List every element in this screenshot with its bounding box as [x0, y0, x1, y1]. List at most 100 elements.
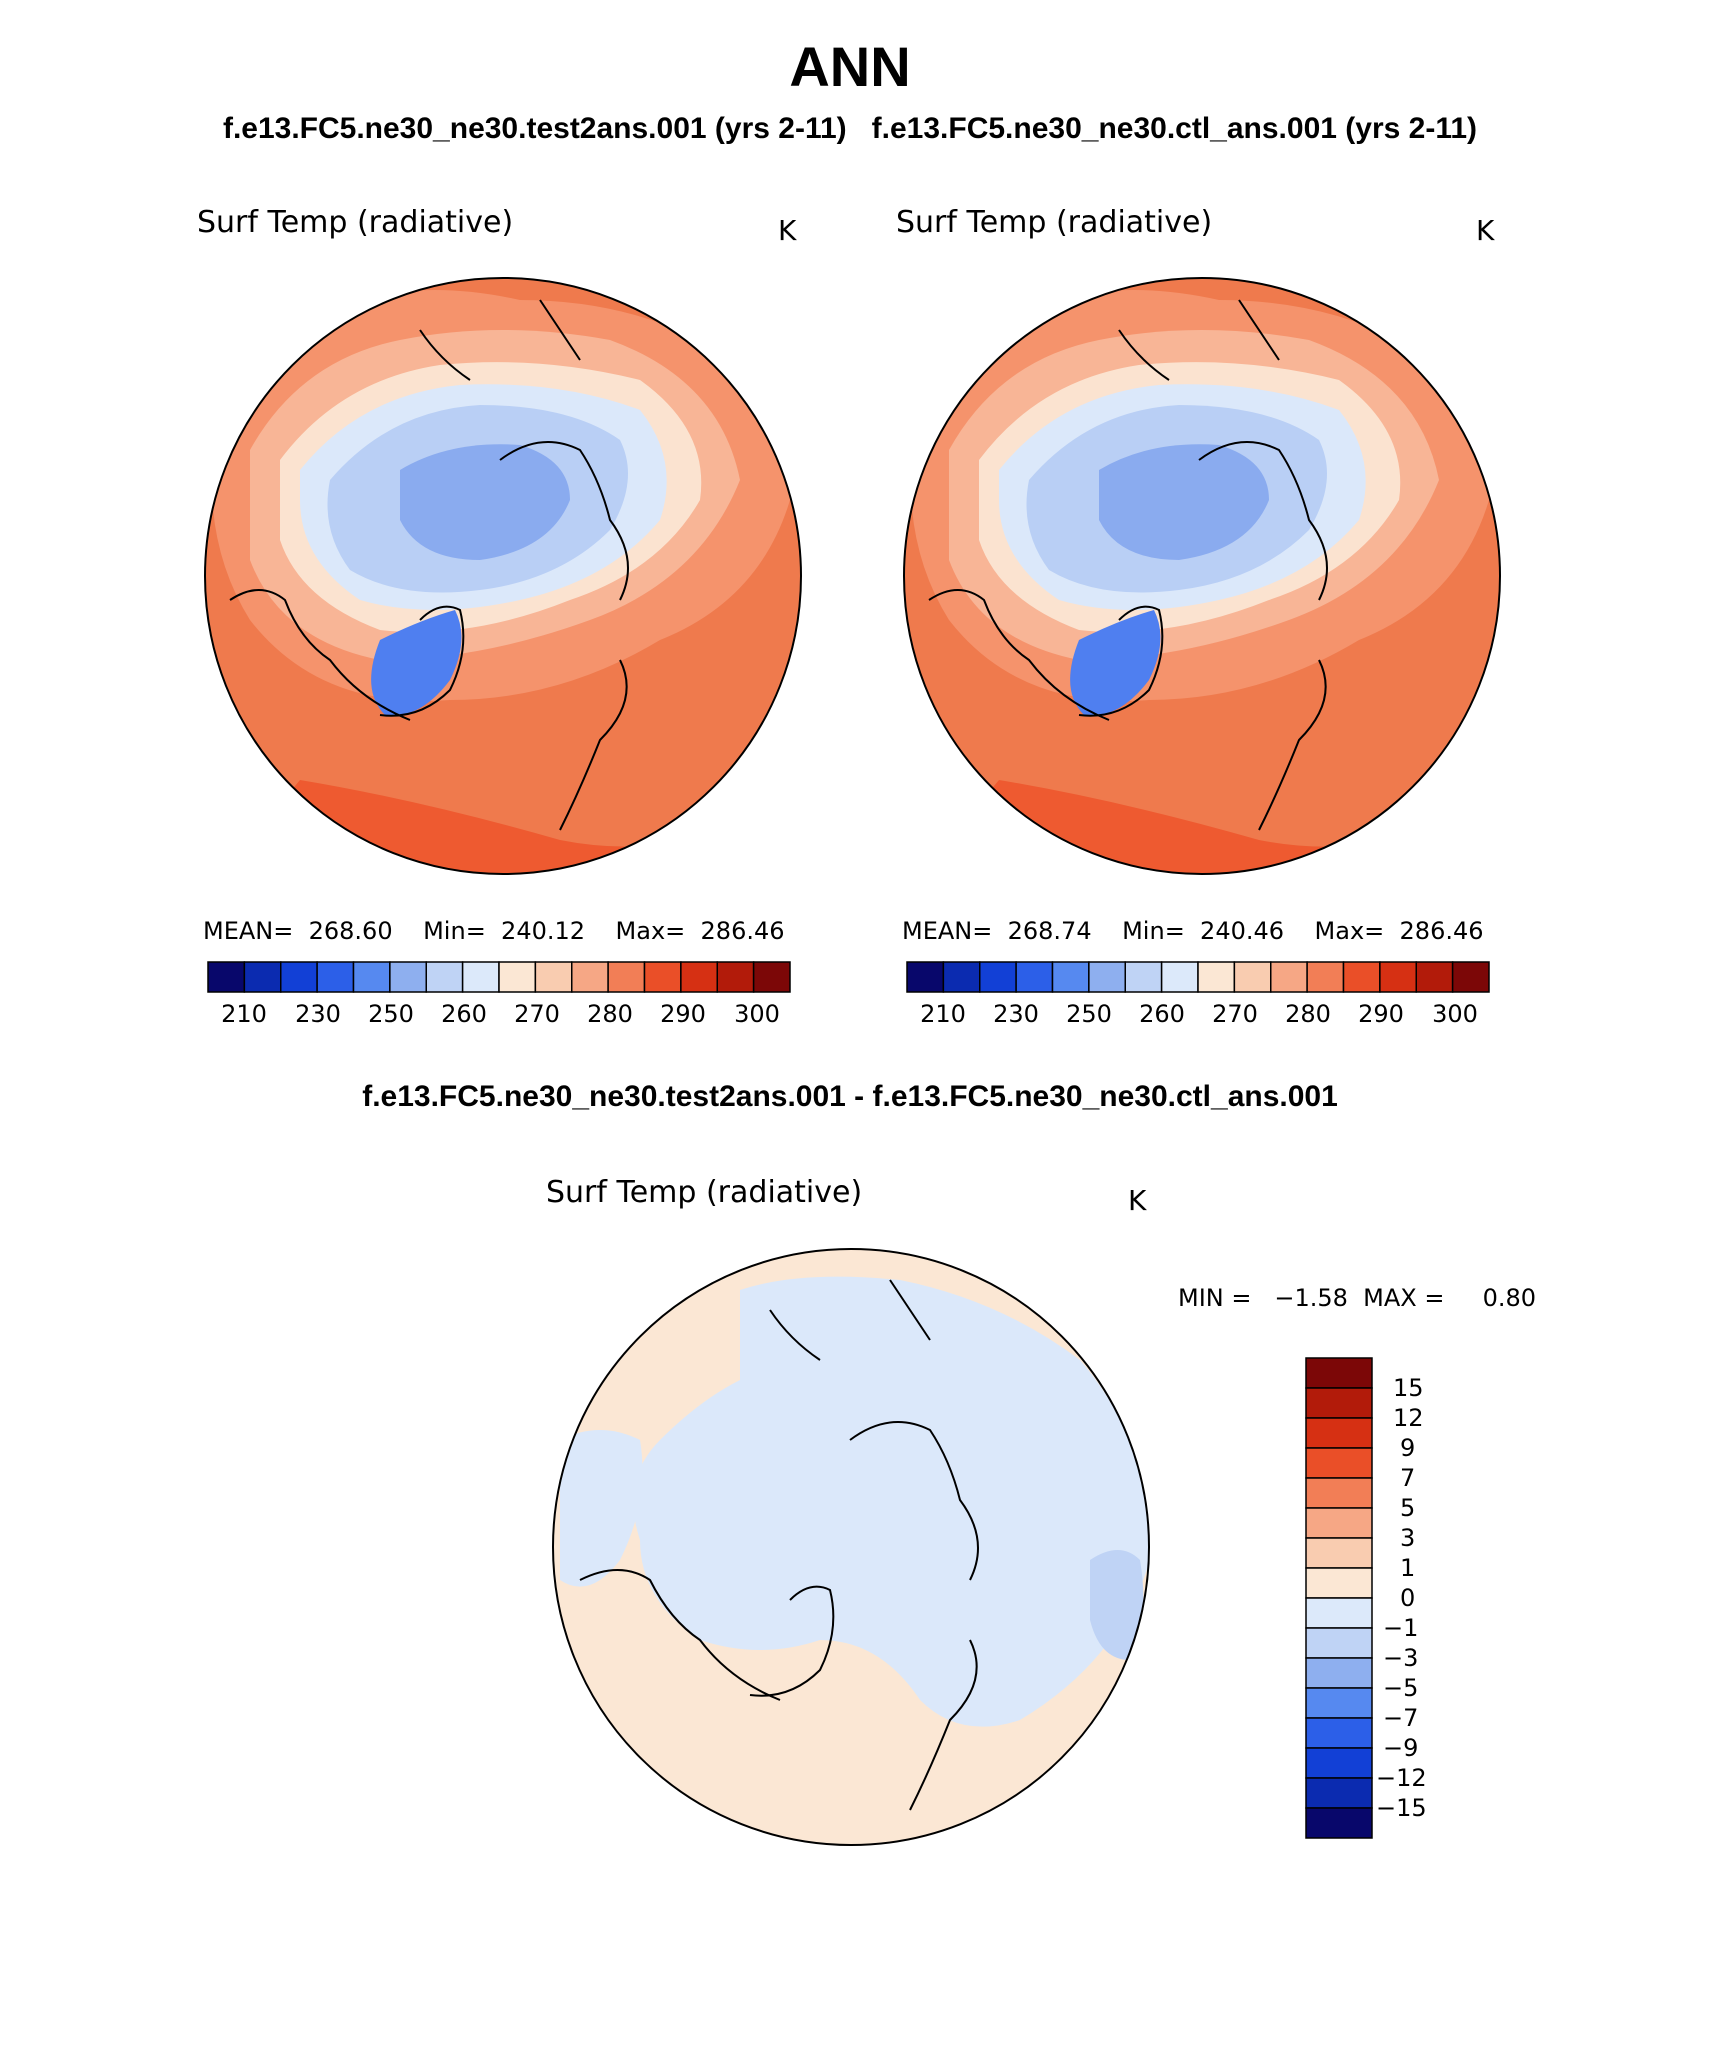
polar-map-difference	[553, 1249, 1149, 1845]
colorbar-panel1	[207, 961, 791, 993]
colorbar-swatch	[1305, 1417, 1373, 1449]
colorbar-swatch	[1015, 961, 1054, 993]
colorbar-swatch	[1379, 961, 1417, 993]
colorbar-swatch	[243, 961, 282, 993]
cb2-tick: 270	[1212, 1000, 1258, 1028]
diff-cb-tick: 1	[1400, 1554, 1416, 1582]
colorbar-swatch	[1305, 1507, 1373, 1539]
panel1-stats: MEAN= 268.60 Min= 240.12 Max= 286.46	[203, 917, 785, 945]
diff-cb-tick: −3	[1383, 1644, 1419, 1672]
diff-map-border	[552, 1248, 1150, 1846]
colorbar-swatch	[1233, 961, 1272, 993]
coastlines	[579, 1279, 979, 1811]
diff-cb-tick: −12	[1376, 1764, 1427, 1792]
colorbar-swatch	[942, 961, 981, 993]
diff-cb-tick: −9	[1383, 1734, 1419, 1762]
panel1-variable-label: Surf Temp (radiative)	[197, 205, 514, 240]
difference-title: f.e13.FC5.ne30_ne30.test2ans.001 - f.e13…	[362, 1080, 1338, 1113]
colorbar-swatch	[643, 961, 682, 993]
colorbar-swatch	[1270, 961, 1308, 993]
colorbar-swatch	[1124, 961, 1163, 993]
cb2-tick: 250	[1066, 1000, 1112, 1028]
colorbar-swatch	[716, 961, 755, 993]
diff-variable-label: Surf Temp (radiative)	[546, 1175, 863, 1210]
colorbar-swatch	[571, 961, 609, 993]
cb1-tick: 230	[295, 1000, 341, 1028]
colorbar-swatch	[1305, 1777, 1373, 1809]
diff-units-label: K	[1128, 1184, 1147, 1217]
panel1-units-label: K	[778, 214, 797, 247]
temp-band-cool-mid	[400, 444, 570, 560]
diff-cb-tick: 0	[1400, 1584, 1416, 1612]
colorbar-swatch	[1415, 961, 1454, 993]
diff-minmax: MIN = −1.58 MAX = 0.80	[1178, 1284, 1537, 1312]
temp-band-cool-mid	[1099, 444, 1269, 560]
colorbar-swatch	[1305, 1687, 1373, 1719]
colorbar-swatch	[425, 961, 464, 993]
cb1-tick: 270	[514, 1000, 560, 1028]
colorbar-swatch	[1451, 961, 1490, 993]
diff-cb-tick: 9	[1400, 1434, 1416, 1462]
colorbar-swatch	[1306, 961, 1345, 993]
cb2-tick: 230	[993, 1000, 1039, 1028]
panel2-variable-label: Surf Temp (radiative)	[896, 205, 1213, 240]
colorbar-swatch	[1305, 1537, 1373, 1569]
colorbar-swatch	[1160, 961, 1199, 993]
colorbar-swatch	[316, 961, 355, 993]
colorbar-swatch	[1305, 1567, 1373, 1599]
main-title: ANN	[789, 35, 911, 98]
colorbar-difference	[1305, 1357, 1373, 1839]
colorbar-swatch	[498, 961, 537, 993]
diff-band-negative	[633, 1276, 1149, 1727]
colorbar-swatch	[1088, 961, 1126, 993]
cb1-tick: 210	[221, 1000, 267, 1028]
colorbar-swatch	[1305, 1357, 1373, 1389]
colorbar-swatch	[906, 961, 945, 993]
cb1-tick: 250	[368, 1000, 414, 1028]
diff-cb-tick: −15	[1376, 1794, 1427, 1822]
colorbar-swatch	[534, 961, 573, 993]
cb1-tick: 260	[441, 1000, 487, 1028]
colorbar-swatch	[979, 961, 1017, 993]
panel2-stats: MEAN= 268.74 Min= 240.46 Max= 286.46	[902, 917, 1484, 945]
greenland-cold-core	[1070, 610, 1161, 716]
colorbar-swatch	[1305, 1597, 1373, 1629]
diff-cb-tick: 12	[1393, 1404, 1424, 1432]
diff-cb-tick: 3	[1400, 1524, 1416, 1552]
diff-cb-tick: −7	[1383, 1704, 1419, 1732]
colorbar-swatch	[680, 961, 718, 993]
diff-cb-tick: −1	[1383, 1614, 1419, 1642]
cb2-tick: 290	[1358, 1000, 1404, 1028]
colorbar-swatch	[1305, 1657, 1373, 1689]
colorbar-swatch	[1305, 1717, 1373, 1749]
diff-cb-tick: 7	[1400, 1464, 1416, 1492]
colorbar-swatch	[1305, 1477, 1373, 1509]
coastlines	[928, 299, 1328, 831]
diff-band-cool-light	[1090, 1550, 1144, 1660]
polar-map-test	[205, 278, 801, 874]
panel2-units-label: K	[1476, 214, 1495, 247]
diff-cb-tick: −5	[1383, 1674, 1419, 1702]
cb2-tick: 260	[1139, 1000, 1185, 1028]
cb1-tick: 290	[660, 1000, 706, 1028]
colorbar-panel2	[906, 961, 1490, 993]
greenland-cold-core	[371, 610, 462, 716]
colorbar-swatch	[461, 961, 500, 993]
colorbar-swatch	[607, 961, 646, 993]
colorbar-swatch	[1305, 1447, 1373, 1479]
cb2-tick: 280	[1285, 1000, 1331, 1028]
colorbar-swatch	[207, 961, 246, 993]
colorbar-swatch	[752, 961, 791, 993]
colorbar-swatch	[1305, 1387, 1373, 1419]
diff-cb-tick: 15	[1393, 1374, 1424, 1402]
colorbar-swatch	[389, 961, 427, 993]
cb2-tick: 210	[920, 1000, 966, 1028]
colorbar-swatch	[1342, 961, 1381, 993]
panel2-map-border	[903, 277, 1501, 875]
colorbar-swatch	[1305, 1747, 1373, 1779]
colorbar-swatch	[280, 961, 318, 993]
coastlines	[229, 299, 629, 831]
colorbar-swatch	[1197, 961, 1236, 993]
cb1-tick: 280	[587, 1000, 633, 1028]
